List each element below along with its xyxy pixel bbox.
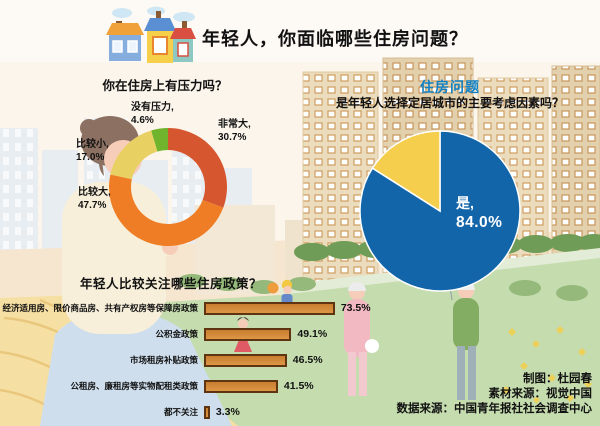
policy-bar-label: 公租房、廉租房等实物配租类政策 — [70, 381, 198, 391]
donut-label-fairly-low: 比较小, 17.0% — [76, 139, 109, 163]
donut-label-no-pressure: 没有压力, 4.6% — [131, 102, 174, 126]
policy-bar — [204, 301, 335, 315]
policy-bar-chart: 经济适用房、限价商品房、共有产权房等保障房政策 73.5% 公积金政策 49.1% 市场… — [0, 295, 600, 425]
policy-bar-value: 73.5% — [340, 302, 371, 314]
policy-bar-label: 都不关注 — [163, 407, 198, 417]
policy-bar-row: 都不关注 3.3% — [0, 399, 600, 425]
policy-bar-label: 公积金政策 — [155, 329, 198, 339]
donut-slice-1 — [108, 174, 224, 247]
right-house — [170, 21, 196, 62]
donut-slice-0 — [168, 128, 227, 208]
policy-bar-value: 46.5% — [292, 354, 323, 366]
policy-bar-value: 3.3% — [215, 406, 240, 418]
top-band — [0, 0, 600, 62]
donut-label-fairly-high: 比较大, 47.7% — [78, 187, 111, 211]
pie-slice-1 — [371, 130, 441, 213]
credit-image-source: 素材来源：视觉中国 — [488, 388, 593, 400]
pie-inside-label: 是, 84.0% — [456, 195, 503, 231]
policy-bar-row: 市场租房补贴政策 46.5% — [0, 347, 600, 373]
policy-bar-label: 市场租房补贴政策 — [129, 355, 198, 365]
page-title: 年轻人，你面临哪些住房问题？ — [202, 29, 468, 49]
policy-chart-title: 年轻人比较关注哪些住房政策？ — [80, 277, 263, 291]
pressure-donut-chart — [108, 128, 227, 247]
small-bushes — [178, 274, 588, 301]
houses-icon — [106, 6, 196, 63]
donut-slice-2 — [110, 130, 158, 180]
policy-bar-row: 公积金政策 49.1% — [0, 321, 600, 347]
pie-subtitle: 是年轻人选择定居城市的主要考虑因素吗？ — [335, 96, 564, 110]
policy-bar — [204, 353, 287, 367]
middle-house — [144, 11, 176, 63]
policy-bar — [204, 327, 292, 341]
pie-heading: 住房问题 — [420, 79, 480, 95]
policy-bar — [204, 405, 210, 419]
flowers — [502, 326, 592, 404]
policy-bar-value: 49.1% — [297, 328, 328, 340]
policy-bar-value: 41.5% — [283, 380, 314, 392]
pressure-chart-title: 你在住房上有压力吗？ — [102, 79, 228, 93]
donut-label-very-high: 非常大, 30.7% — [218, 119, 251, 143]
policy-bar-label: 经济适用房、限价商品房、共有产权房等保障房政策 — [2, 303, 198, 313]
left-house — [106, 21, 144, 61]
policy-bar-row: 公租房、廉租房等实物配租类政策 41.5% — [0, 373, 600, 399]
credits: 制图：杜园春 素材来源：视觉中国 数据来源：中国青年报社社会调查中心 — [397, 372, 593, 417]
credit-data-source: 数据来源：中国青年报社社会调查中心 — [396, 403, 593, 415]
policy-bar-row: 经济适用房、限价商品房、共有产权房等保障房政策 73.5% — [0, 295, 600, 321]
donut-slice-3 — [151, 128, 168, 152]
policy-bar — [204, 379, 278, 393]
credit-author: 制图：杜园春 — [523, 373, 592, 385]
city-choice-pie-chart — [359, 130, 521, 292]
